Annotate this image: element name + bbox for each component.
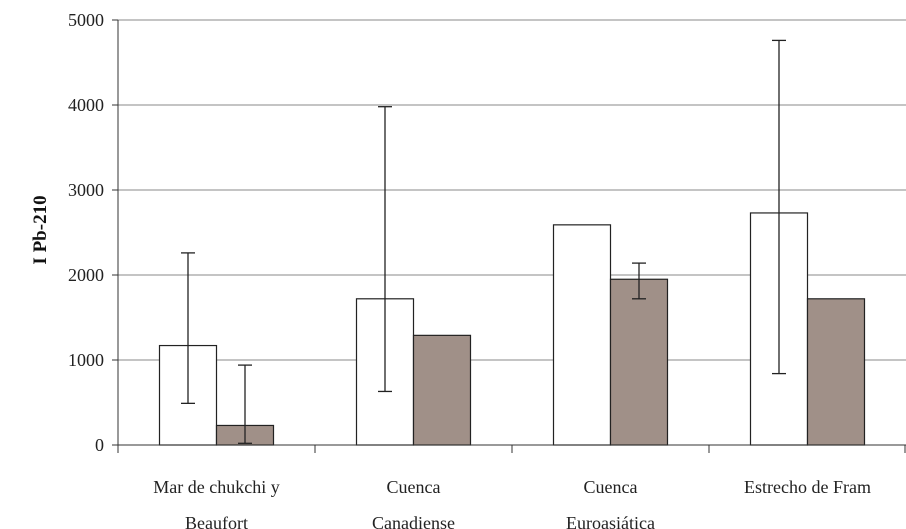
y-tick-labels: 0 1000 2000 3000 4000 5000 [68, 10, 104, 455]
bar-series1 [552, 224, 612, 446]
x-category-label: Estrecho de Fram [744, 477, 871, 497]
y-tick-label: 4000 [68, 95, 104, 115]
axes [112, 19, 906, 453]
x-category-label-line: Canadiense [372, 513, 455, 529]
x-category-label-line: Beaufort [185, 513, 248, 529]
error-bars [181, 39, 786, 444]
y-tick-label: 3000 [68, 180, 104, 200]
x-category-label-line: Mar de chukchi y [153, 477, 279, 497]
x-category-label-line: Estrecho de Fram [744, 477, 871, 497]
x-category-label-line: Euroasiática [566, 513, 655, 529]
bars [158, 212, 866, 446]
bar-series2 [806, 298, 866, 446]
y-tick-label: 1000 [68, 350, 104, 370]
y-axis-label: I Pb-210 [30, 195, 51, 264]
x-category-label: Cuenca Canadiense [372, 477, 455, 529]
bar-series2 [609, 278, 669, 446]
x-category-label-line: Cuenca [387, 477, 441, 497]
bar-series2 [412, 334, 472, 446]
x-category-label: Cuenca Euroasiática [566, 477, 655, 529]
y-tick-label: 5000 [68, 10, 104, 30]
x-category-labels: Mar de chukchi y Beaufort Cuenca Canadiense… [153, 477, 871, 529]
x-category-label-line: Cuenca [584, 477, 638, 497]
x-category-label: Mar de chukchi y Beaufort [153, 477, 279, 529]
y-tick-label: 0 [95, 435, 104, 455]
y-tick-label: 2000 [68, 265, 104, 285]
